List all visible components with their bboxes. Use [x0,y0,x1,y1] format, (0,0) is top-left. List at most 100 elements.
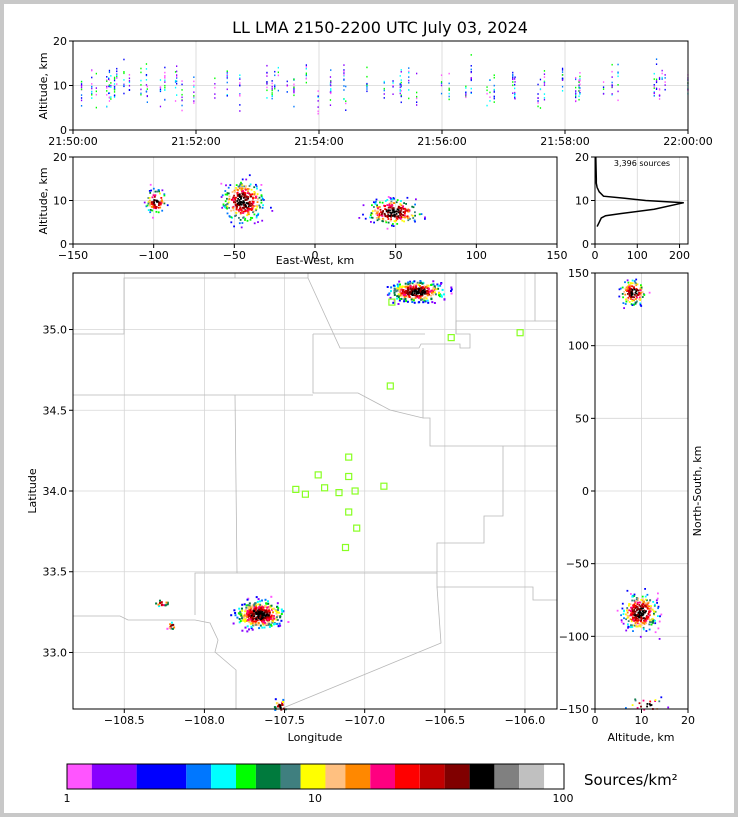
time-height-point [80,97,83,99]
north-south-point [636,289,639,291]
east-west-point [403,214,406,217]
plan-view-point [272,616,275,619]
north-south-point [616,609,619,612]
time-height-point [579,75,581,78]
time-height-point [448,87,450,90]
north-south-point [625,618,627,621]
north-south-point [624,303,627,305]
east-west-point [389,206,392,209]
time-height-point [655,78,658,81]
time-height-point [108,69,111,72]
plan-view-point [263,626,266,629]
time-height-point [271,95,273,97]
lma-station-marker [301,490,309,498]
time-height-point [493,76,495,79]
east-west-point [251,204,254,206]
east-west-point [376,212,378,214]
north-south-point [636,621,639,624]
east-west-point [399,214,402,217]
plan-view-point [407,283,410,286]
east-west-point [238,207,241,210]
time-height-point [164,71,166,74]
east-west-point [364,217,367,220]
plan-view-point [240,614,243,617]
east-west-point [231,191,234,193]
north-south-point [626,617,629,619]
north-south-point [636,617,639,620]
east-west-point [232,196,235,199]
time-height-point [80,80,83,83]
plan-view-point [398,280,401,283]
north-south-point [634,610,637,613]
east-west-point [362,204,365,207]
east-west-point [389,214,392,217]
plan-view-point [251,612,254,615]
east-west-point [261,196,264,199]
time-height-point [91,92,93,95]
time-height-point [537,100,539,102]
time-height-point [470,54,472,56]
time-height-point [366,75,368,78]
north-south-point [654,622,657,625]
time-height-point [366,66,368,69]
east-west-point [245,202,248,204]
colorbar-cell [345,764,371,789]
time-height-point [366,90,368,93]
east-west-point [270,206,272,209]
plan-view-point [265,602,268,605]
east-west-point [246,192,249,194]
north-south-point [634,607,637,609]
time-height-point [486,104,488,107]
north-south-point [634,600,636,603]
time-height-point [470,68,472,71]
plan-view-point [165,601,168,604]
east-west-point [254,205,257,207]
time-height-point [664,88,666,91]
time-height-point [658,88,661,90]
time-height-point [226,95,228,97]
time-height-point [193,102,195,104]
time-x-tick-label: 21:54:00 [294,135,343,148]
time-height-point [95,87,97,89]
plan-view-point [388,292,391,295]
north-south-point [631,298,634,301]
east-west-point [378,214,381,217]
north-south-point [638,298,641,301]
north-south-point [628,603,630,605]
plan-view-point [389,296,392,299]
colorbar-cell [236,764,256,789]
north-south-point [641,603,644,606]
east-west-point [407,210,410,213]
east-west-x-tick-label: 100 [466,249,487,262]
north-south-point [647,605,649,607]
north-south-point [635,619,638,622]
histogram-y-tick-label: 0 [582,238,589,251]
plan-view-point [230,614,233,617]
north-south-point [630,593,632,595]
east-west-point [411,215,414,217]
north-south-point [645,622,647,625]
east-west-point [163,193,166,196]
east-west-point [408,216,410,219]
north-south-point [646,705,648,708]
north-south-point [640,284,642,287]
east-west-point [153,199,156,201]
north-south-point [624,293,627,296]
time-height-point [575,95,577,97]
plan-view-point [247,606,250,609]
east-west-point [244,186,247,189]
plan-view-point [246,598,249,601]
time-height-point [343,74,345,76]
lma-station-marker [353,524,361,532]
time-height-point [465,95,467,98]
time-height-point [489,96,491,98]
time-height-point [383,80,385,83]
plan-view-point [241,603,244,606]
time-height-point [343,89,345,91]
time-height-point [561,71,564,73]
east-west-point [240,197,242,199]
east-west-point [230,216,233,219]
plan-view-point [268,622,271,625]
plan-view-point [403,298,406,301]
north-south-point [643,294,646,296]
